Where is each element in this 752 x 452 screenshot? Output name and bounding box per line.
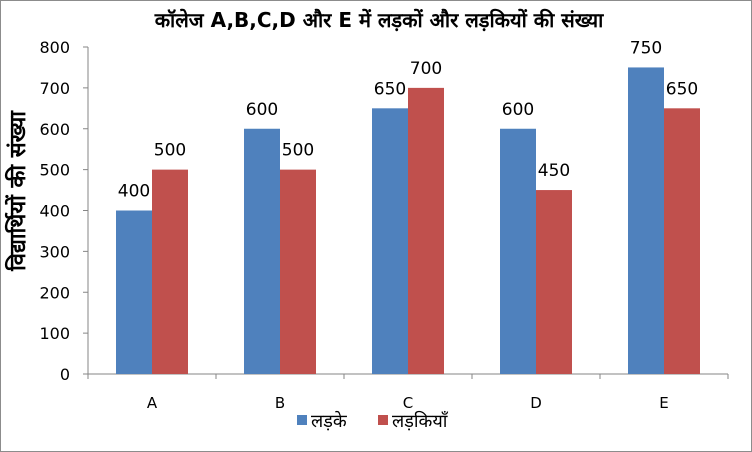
data-label: 600 (502, 100, 534, 120)
y-tick-label: 200 (39, 283, 70, 302)
x-tick-label: D (530, 394, 542, 412)
bar (408, 87, 444, 374)
data-label: 600 (246, 100, 278, 120)
y-tick-label: 500 (39, 161, 70, 180)
data-label: 650 (666, 79, 698, 99)
bar (244, 128, 280, 374)
data-label: 450 (538, 161, 570, 181)
chart-title: कॉलेज A,B,C,D और E में लड़कों और लड़कियो… (154, 8, 604, 32)
x-tick-label: E (659, 394, 668, 412)
legend-label: लड़के (311, 410, 348, 432)
plot-area: 0 100 200 300 400 500 600 700 800 400 500 A 600 500 B 6… (39, 38, 729, 412)
data-label: 400 (118, 182, 150, 202)
legend-item: लड़कियाँ (378, 410, 448, 432)
data-label: 500 (154, 141, 186, 161)
data-label: 500 (282, 141, 314, 161)
bar (372, 108, 408, 374)
legend: लड़के लड़कियाँ (297, 410, 448, 432)
legend-swatch (297, 415, 307, 425)
y-tick-label: 700 (39, 79, 70, 98)
legend-item: लड़के (297, 410, 348, 432)
bar (116, 210, 152, 374)
legend-swatch (378, 415, 388, 425)
data-label: 700 (410, 59, 442, 79)
x-tick-label: B (275, 394, 285, 412)
bar (664, 108, 700, 374)
bar (536, 190, 572, 374)
x-tick-label: C (403, 394, 413, 412)
y-tick-label: 300 (39, 242, 70, 261)
legend-label: लड़कियाँ (392, 410, 448, 432)
bar (152, 169, 188, 374)
y-axis-title: विद्यार्थियों की संख्या (4, 110, 31, 272)
x-tick-label: A (147, 394, 158, 412)
y-tick-label: 600 (39, 120, 70, 139)
data-label: 650 (374, 79, 406, 99)
y-tick-label: 100 (39, 324, 70, 343)
y-tick-label: 0 (60, 365, 70, 384)
bar (500, 128, 536, 374)
y-tick-label: 400 (39, 202, 70, 221)
bar (280, 169, 316, 374)
data-label: 750 (630, 38, 662, 58)
bar (628, 67, 664, 374)
y-tick-label: 800 (39, 38, 70, 57)
